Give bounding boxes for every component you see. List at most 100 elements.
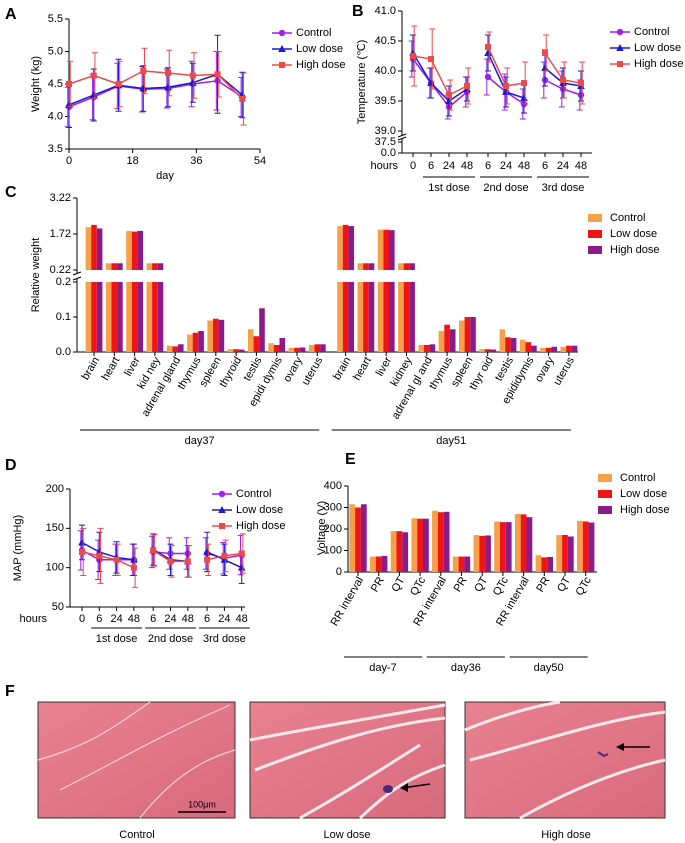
legend-marker <box>616 28 624 36</box>
marker <box>220 555 229 563</box>
bar <box>117 282 123 352</box>
bar <box>500 522 506 572</box>
legend-marker <box>617 61 623 67</box>
marker <box>484 49 492 56</box>
legend-label: Low dose <box>610 228 657 240</box>
marker <box>188 78 197 86</box>
x-tick-label: 48 <box>236 613 248 625</box>
bar <box>577 520 583 572</box>
y-tick-label: 300 <box>324 501 342 513</box>
y-tick-label: 0 <box>336 566 342 578</box>
marker <box>130 564 137 571</box>
bar <box>117 263 123 270</box>
bar <box>566 345 572 352</box>
bar <box>437 512 444 572</box>
x-tick-label: QT <box>389 575 407 594</box>
marker <box>150 547 157 554</box>
bar <box>218 319 225 352</box>
bar <box>389 282 395 352</box>
bar <box>131 282 138 352</box>
y-tick-label: 3.22 <box>50 192 71 204</box>
panel-letter: A <box>5 6 17 23</box>
bar <box>192 332 199 352</box>
y-tick-label: 200 <box>46 483 64 495</box>
bar <box>423 518 429 572</box>
bar <box>464 556 471 572</box>
x-tick-label: QTc <box>408 575 428 598</box>
bar <box>520 514 527 572</box>
bar <box>485 535 491 572</box>
bar <box>166 345 173 352</box>
y-tick-label: 100 <box>46 562 64 574</box>
x-tick-label: 24 <box>557 160 569 172</box>
legend-swatch <box>588 230 602 238</box>
x-tick-label: 6 <box>485 160 491 172</box>
legend-label: High dose <box>620 504 670 516</box>
x-tick-label: 24 <box>218 613 230 625</box>
y-tick-label: 5.5 <box>48 13 63 25</box>
bar <box>146 282 153 352</box>
bar <box>526 517 533 572</box>
marker <box>541 64 549 71</box>
bar <box>368 282 375 352</box>
bar <box>146 263 153 270</box>
bar <box>383 229 389 270</box>
bar <box>126 282 132 352</box>
bar <box>458 556 465 572</box>
bar <box>540 347 546 352</box>
marker <box>214 71 221 78</box>
bar <box>314 344 321 352</box>
marker <box>503 83 509 89</box>
bar <box>381 555 388 572</box>
bar <box>547 556 553 572</box>
bar <box>308 345 315 352</box>
bar <box>172 346 178 352</box>
y-tick-label: 5.0 <box>48 45 63 57</box>
x-tick-label: 0 <box>66 155 72 167</box>
bar <box>473 535 480 572</box>
series-line <box>412 55 468 97</box>
legend-label: Low dose <box>236 504 283 516</box>
bar <box>432 510 438 572</box>
marker <box>578 80 584 86</box>
panel-letter: B <box>352 3 364 20</box>
bar <box>157 263 164 270</box>
arrow-head <box>400 783 408 792</box>
x-axis-title: day <box>156 170 174 182</box>
caption: High dose <box>541 829 591 841</box>
legend-swatch <box>598 474 612 482</box>
bar <box>449 329 456 352</box>
bar <box>484 349 491 352</box>
marker <box>139 84 148 92</box>
bar <box>429 344 436 352</box>
marker <box>65 100 73 108</box>
legend-label: High dose <box>236 520 286 532</box>
bar <box>396 531 403 572</box>
y-tick-label: 50 <box>52 601 64 613</box>
group-label: 2nd dose <box>483 182 528 194</box>
x-tick-label: liver <box>374 355 395 379</box>
x-tick-label: PR <box>369 575 387 594</box>
series-line <box>81 549 134 561</box>
legend-label: Control <box>610 212 645 224</box>
bar <box>355 507 361 572</box>
marker <box>164 83 172 91</box>
group-label: 1st dose <box>428 182 470 194</box>
bar <box>137 282 143 352</box>
x-tick-label: uterus <box>551 355 577 388</box>
bar <box>411 518 418 572</box>
legend-marker <box>218 506 226 513</box>
y-tick-label: 200 <box>324 523 342 535</box>
legend-label: Control <box>296 27 331 39</box>
bar <box>105 282 112 352</box>
marker <box>204 556 211 563</box>
series-line <box>68 70 243 100</box>
bar <box>363 263 369 270</box>
y-axis-title: Temperature (℃) <box>356 40 368 125</box>
bar <box>288 347 295 352</box>
tissue-streak <box>37 701 236 819</box>
marker <box>66 81 72 87</box>
bar <box>562 535 568 572</box>
x-tick-label: brain <box>331 355 354 382</box>
legend-label: Low dose <box>620 488 667 500</box>
